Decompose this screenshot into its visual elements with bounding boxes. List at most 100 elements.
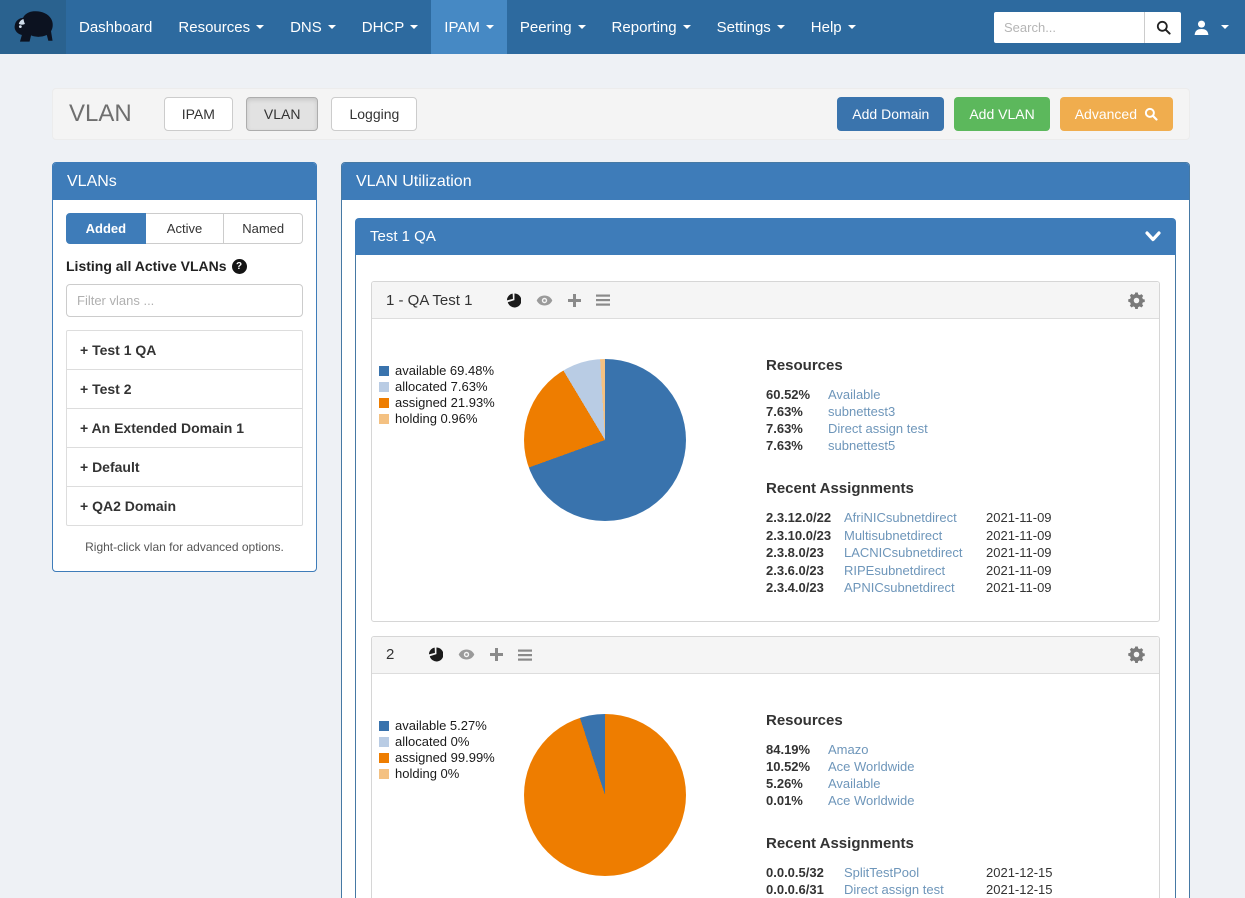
vlan-list: + Test 1 QA+ Test 2+ An Extended Domain … xyxy=(66,330,303,526)
assignment-cidr: 2.3.12.0/22 xyxy=(766,509,838,527)
chevron-down-icon[interactable] xyxy=(1145,231,1161,242)
nav-item-label: DNS xyxy=(290,19,322,36)
plus-icon[interactable] xyxy=(490,648,503,661)
assignment-link[interactable]: Multisubnetdirect xyxy=(844,527,980,545)
nav-item-peering[interactable]: Peering xyxy=(507,0,599,54)
nav-item-settings[interactable]: Settings xyxy=(704,0,798,54)
legend-item: available 5.27% xyxy=(379,718,524,734)
assignment-date: 2021-11-09 xyxy=(986,544,1139,562)
assignment-link[interactable]: LACNICsubnetdirect xyxy=(844,544,980,562)
assignment-cidr: 0.0.0.6/31 xyxy=(766,881,838,898)
resource-pct: 10.52% xyxy=(766,758,828,775)
vlan-filter-input[interactable] xyxy=(66,284,303,317)
assignment-link[interactable]: SplitTestPool xyxy=(844,864,980,882)
assignment-row: 2.3.10.0/23Multisubnetdirect2021-11-09 xyxy=(766,527,1139,545)
legend-item: allocated 0% xyxy=(379,734,524,750)
resource-link[interactable]: Available xyxy=(828,386,1139,403)
nav-item-label: Settings xyxy=(717,19,771,36)
legend-item: assigned 21.93% xyxy=(379,395,524,411)
chart-details: Resources 60.52%Available7.63%subnettest… xyxy=(766,355,1139,597)
vlan-item[interactable]: + QA2 Domain xyxy=(67,487,302,525)
resource-link[interactable]: subnettest3 xyxy=(828,403,1139,420)
gear-icon[interactable] xyxy=(1128,292,1145,309)
caret-down-icon xyxy=(328,25,336,29)
pie-chart-icon[interactable] xyxy=(428,647,443,662)
nav-item-label: Dashboard xyxy=(79,19,152,36)
advanced-button[interactable]: Advanced xyxy=(1060,97,1173,131)
legend-label: available 5.27% xyxy=(395,718,487,734)
tab-logging[interactable]: Logging xyxy=(331,97,417,131)
vlan-tab-named[interactable]: Named xyxy=(224,213,303,244)
legend-swatch xyxy=(379,753,389,763)
nav-item-dashboard[interactable]: Dashboard xyxy=(66,0,165,54)
assignment-date: 2021-11-09 xyxy=(986,527,1139,545)
assignment-link[interactable]: Direct assign test xyxy=(844,881,980,898)
plus-icon[interactable] xyxy=(568,294,581,307)
assignment-date: 2021-11-09 xyxy=(986,509,1139,527)
assignment-row: 2.3.12.0/22 AfriNICsubnetdirect 2021-11-09 xyxy=(766,509,1139,527)
top-navbar: Dashboard Resources DNS DHCPIPAMPeeringRepo… xyxy=(0,0,1245,54)
tab-vlan[interactable]: VLAN xyxy=(246,97,319,131)
assignment-cidr: 2.3.8.0/23 xyxy=(766,544,838,562)
add-vlan-button[interactable]: Add VLAN xyxy=(954,97,1049,131)
caret-down-icon xyxy=(578,25,586,29)
legend-label: assigned 99.99% xyxy=(395,750,495,766)
list-icon[interactable] xyxy=(596,294,610,306)
resource-link[interactable]: subnettest5 xyxy=(828,437,1139,454)
assignment-link[interactable]: RIPEsubnetdirect xyxy=(844,562,980,580)
navbar-right xyxy=(994,0,1245,54)
eye-icon[interactable] xyxy=(458,649,475,660)
nav-item-dhcp[interactable]: DHCP xyxy=(349,0,432,54)
nav-item-label: Resources xyxy=(178,19,250,36)
add-domain-button[interactable]: Add Domain xyxy=(837,97,944,131)
domain-accordion-header[interactable]: Test 1 QA xyxy=(355,218,1176,255)
question-circle-icon[interactable]: ? xyxy=(232,259,247,274)
resource-pct: 7.63% xyxy=(766,437,828,454)
nav-item-help[interactable]: Help xyxy=(798,0,869,54)
view-tabs: IPAM VLAN Logging xyxy=(164,97,418,131)
legend-label: allocated 0% xyxy=(395,734,469,750)
vlan-tab-added[interactable]: Added xyxy=(66,213,146,244)
nav-item-reporting[interactable]: Reporting xyxy=(599,0,704,54)
gear-icon[interactable] xyxy=(1128,646,1145,663)
legend-item: available 69.48% xyxy=(379,363,524,379)
legend-item: holding 0% xyxy=(379,766,524,782)
vlan-item[interactable]: + An Extended Domain 1 xyxy=(67,409,302,448)
vlan-item[interactable]: + Test 2 xyxy=(67,370,302,409)
sidebar-note: Right-click vlan for advanced options. xyxy=(66,540,303,554)
search-input[interactable] xyxy=(994,12,1144,43)
assignment-link[interactable]: AfriNICsubnetdirect xyxy=(844,509,980,527)
tab-ipam[interactable]: IPAM xyxy=(164,97,233,131)
assignment-row: 2.3.6.0/23RIPEsubnetdirect2021-11-09 xyxy=(766,562,1139,580)
search-button[interactable] xyxy=(1144,12,1181,43)
resource-row: 60.52%Available xyxy=(766,386,1139,403)
resource-link[interactable]: Amazo xyxy=(828,741,1139,758)
resource-link[interactable]: Ace Worldwide xyxy=(828,758,1139,775)
resources-rows: 84.19%Amazo10.52%Ace Worldwide5.26%Avail… xyxy=(766,741,1139,809)
vlan-item[interactable]: + Default xyxy=(67,448,302,487)
resource-link[interactable]: Ace Worldwide xyxy=(828,792,1139,809)
chart-toolbar xyxy=(506,293,610,308)
assignment-link[interactable]: APNICsubnetdirect xyxy=(844,579,980,597)
chart-details: Resources 84.19%Amazo10.52%Ace Worldwide… xyxy=(766,710,1139,898)
assignment-row: 2.3.4.0/23APNICsubnetdirect2021-11-09 xyxy=(766,579,1139,597)
page-header-strip: VLAN IPAM VLAN Logging Add Domain Add VLAN A… xyxy=(52,88,1190,140)
pie-chart-icon[interactable] xyxy=(506,293,521,308)
vlan-tab-active[interactable]: Active xyxy=(146,213,225,244)
button-label: Add Domain xyxy=(852,106,929,122)
provision-logo[interactable] xyxy=(0,0,66,54)
list-icon[interactable] xyxy=(518,649,532,661)
nav-item-dns[interactable]: DNS xyxy=(277,0,349,54)
resource-link[interactable]: Available xyxy=(828,775,1139,792)
global-search xyxy=(994,12,1181,43)
caret-down-icon xyxy=(848,25,856,29)
vlans-panel-title: VLANs xyxy=(53,163,316,200)
eye-icon[interactable] xyxy=(536,295,553,306)
vlan-item[interactable]: + Test 1 QA xyxy=(67,331,302,370)
assignment-date: 2021-11-09 xyxy=(986,579,1139,597)
pie-col xyxy=(524,710,766,898)
user-menu[interactable] xyxy=(1193,19,1229,36)
resource-link[interactable]: Direct assign test xyxy=(828,420,1139,437)
nav-item-ipam[interactable]: IPAM xyxy=(431,0,507,54)
nav-item-resources[interactable]: Resources xyxy=(165,0,277,54)
